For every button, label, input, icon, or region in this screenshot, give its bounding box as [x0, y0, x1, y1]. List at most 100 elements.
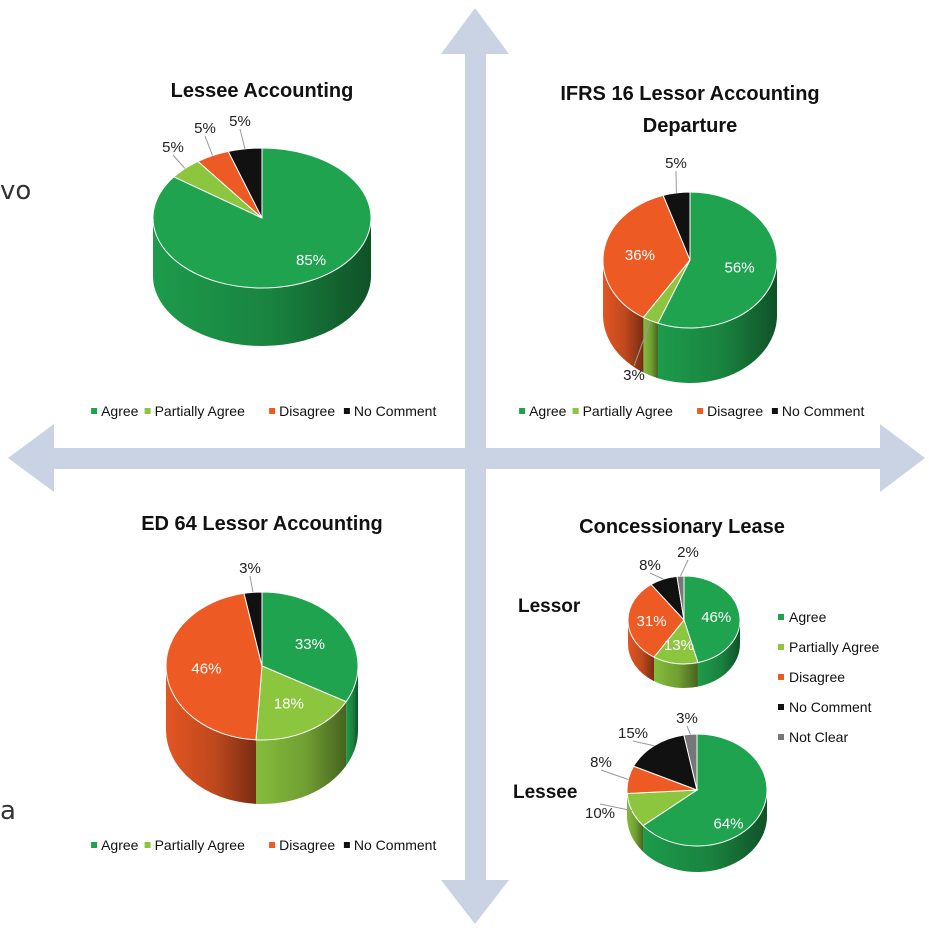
slice-disagree — [165, 592, 263, 741]
side-wall-shade-partially-agree — [653, 657, 698, 689]
legend-label-disagree: Disagree — [707, 403, 763, 419]
legend-label-no-comment: No Comment — [782, 403, 865, 419]
arrow-down-head — [441, 880, 509, 924]
slice-disagree — [627, 583, 685, 658]
legend-swatch-partially-agree — [144, 408, 151, 414]
data-label-disagree: 46% — [191, 661, 221, 678]
pie-concessionary-lease-lessee: 64% 10% 8% 15% 3% — [585, 710, 768, 872]
legend-label-no-comment: No Comment — [354, 403, 437, 419]
leader-line-disagree — [600, 769, 629, 780]
side-wall-shade-agree — [153, 218, 371, 346]
data-label-disagree: 31% — [637, 613, 667, 630]
data-label-not-clear: 3% — [676, 710, 698, 727]
arrow-right-head — [880, 424, 925, 492]
legend-swatch-no-comment — [343, 408, 350, 414]
legend-label-partially-agree: Partially Agree — [155, 837, 245, 853]
legend-swatch-no-comment — [343, 842, 350, 848]
data-label-disagree: 36% — [625, 247, 655, 264]
pie-charts-group: 85% 5% 5% 5% 56% 3% 36% 5% 33% 18% 46% 3% 46% 13% 31% 8… — [152, 113, 778, 872]
legend-swatch-no-comment — [778, 704, 784, 710]
legend-swatch-agree — [91, 408, 98, 414]
legend-ifrs16: Agree Partially Agree Disagree No Comment — [519, 403, 864, 419]
data-label-disagree: 5% — [194, 120, 216, 137]
row-label-lessor: Lessor — [518, 596, 581, 617]
data-label-no-comment: 8% — [639, 557, 661, 574]
side-wall-shade-disagree — [603, 260, 644, 373]
side-wall-shade-disagree — [628, 620, 654, 682]
data-label-agree: 56% — [725, 259, 755, 276]
side-wall-shade-agree — [346, 666, 358, 766]
leader-line-no-comment — [649, 572, 664, 580]
slice-partially-agree — [255, 665, 347, 741]
data-label-not-clear: 2% — [677, 544, 699, 561]
row-label-lessee: Lessee — [513, 782, 577, 803]
legend-swatch-not-clear — [778, 734, 784, 740]
side-wall-shade-agree — [643, 790, 767, 872]
chart-title-concessionary: Concessionary Lease — [579, 516, 785, 538]
legend-label-agree: Agree — [529, 403, 567, 419]
slice-agree — [683, 575, 741, 664]
legend-swatch-agree — [778, 614, 784, 620]
slice-agree — [152, 147, 372, 289]
legend-swatch-agree — [91, 842, 98, 848]
side-wall-shade-partially-agree — [627, 793, 644, 852]
data-label-no-comment: 5% — [665, 155, 687, 172]
legend-ed64: Agree Partially Agree Disagree No Comment — [91, 837, 436, 853]
data-label-partially-agree: 3% — [623, 367, 645, 384]
side-wall-shade-agree — [657, 260, 777, 383]
leader-line-partially-agree — [633, 320, 651, 367]
arrow-left-head — [8, 424, 54, 492]
leader-line-disagree — [204, 135, 213, 156]
slice-agree — [642, 733, 768, 847]
leader-line-no-comment — [632, 740, 655, 747]
legend-label-no-comment: No Comment — [789, 699, 872, 715]
legend-lessee-accounting: Agree Partially Agree Disagree No Comment — [91, 403, 436, 419]
horizontal-arrow-shaft — [52, 448, 882, 469]
vertical-arrow-shaft — [465, 52, 486, 888]
pie-concessionary-lease-lessor: 46% 13% 31% 8% 2% — [627, 544, 741, 689]
side-wall-shade-partially-agree — [643, 317, 658, 379]
legend-label-no-comment: No Comment — [354, 837, 437, 853]
data-label-agree: 85% — [296, 252, 326, 269]
arrow-up-head — [441, 8, 509, 54]
slice-no-comment — [243, 591, 263, 667]
legend-label-agree: Agree — [101, 403, 139, 419]
legend-swatch-partially-agree — [144, 842, 151, 848]
legend-swatch-partially-agree — [778, 644, 784, 650]
chart-title-ed64: ED 64 Lessor Accounting — [141, 513, 383, 535]
pie-ed-64-lessor-accounting: 33% 18% 46% 3% — [165, 560, 359, 805]
quadrant-arrows — [8, 8, 925, 924]
side-text-top: vo — [0, 176, 32, 206]
data-label-agree: 46% — [701, 609, 731, 626]
legends-group: Agree Partially Agree Disagree No Comment Ag… — [91, 403, 879, 853]
leader-line-not-clear — [686, 725, 691, 735]
legend-swatch-agree — [519, 408, 526, 414]
pie-lessee-accounting: 85% 5% 5% 5% — [152, 113, 372, 346]
slice-agree — [261, 591, 359, 703]
side-text-bottom: a — [0, 796, 16, 826]
legend-label-agree: Agree — [789, 609, 827, 625]
side-wall-shade-disagree — [166, 666, 256, 804]
legend-swatch-no-comment — [771, 408, 778, 414]
data-label-no-comment: 5% — [229, 113, 251, 130]
slice-disagree — [602, 194, 691, 319]
legend-label-not-clear: Not Clear — [789, 729, 848, 745]
data-label-partially-agree: 5% — [162, 139, 184, 156]
chart-title-ifrs16: IFRS 16 Lessor Accounting Departure — [560, 83, 819, 137]
slice-agree — [657, 191, 778, 329]
data-label-partially-agree: 10% — [585, 805, 615, 822]
data-label-disagree: 8% — [590, 754, 612, 771]
data-label-partially-agree: 13% — [664, 637, 694, 654]
leader-line-no-comment — [249, 575, 254, 593]
data-label-agree: 33% — [295, 636, 325, 653]
legend-label-partially-agree: Partially Agree — [155, 403, 245, 419]
legend-concessionary-lease: Agree Partially Agree Disagree No Comment No… — [778, 609, 879, 745]
legend-label-disagree: Disagree — [789, 669, 845, 685]
chart-title-lessee-accounting: Lessee Accounting — [171, 80, 354, 102]
legend-swatch-disagree — [269, 408, 276, 414]
data-label-agree: 64% — [713, 816, 743, 833]
leader-line-partially-agree — [599, 803, 633, 812]
pie-ifrs-16-lessor-accounting-departure: 56% 3% 36% 5% — [602, 155, 778, 384]
legend-label-agree: Agree — [101, 837, 139, 853]
